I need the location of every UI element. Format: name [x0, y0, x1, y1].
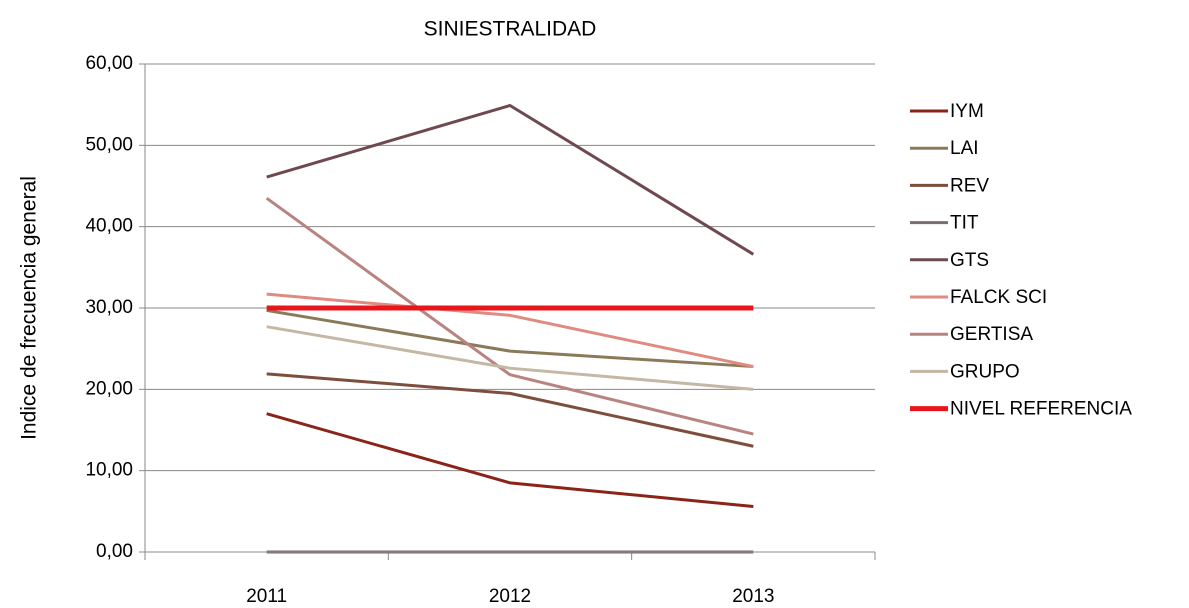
- x-tick-label: 2011: [246, 586, 287, 607]
- series-line: [266, 308, 754, 369]
- legend-label: IYM: [950, 101, 984, 122]
- series-line: [266, 372, 754, 448]
- y-axis-label: Indice de frecuencia general: [18, 176, 41, 440]
- series-line: [266, 103, 755, 256]
- chart-title: SINIESTRALIDAD: [424, 18, 597, 41]
- y-tick-label: 40,00: [85, 216, 133, 237]
- x-tick-label: 2012: [489, 586, 531, 607]
- y-tick-label: 20,00: [85, 378, 133, 399]
- series-line: [266, 292, 754, 369]
- y-tick-label: 10,00: [85, 460, 133, 481]
- y-tick-label: 60,00: [85, 53, 133, 74]
- series-line: [266, 412, 754, 508]
- y-tick-label: 50,00: [85, 134, 133, 155]
- legend-label: GERTISA: [950, 324, 1033, 345]
- legend-label: REV: [950, 175, 989, 196]
- legend-label: NIVEL REFERENCIA: [950, 399, 1132, 420]
- y-tick-label: 30,00: [85, 297, 133, 318]
- legend-label: LAI: [950, 138, 979, 159]
- legend-label: GTS: [950, 250, 989, 271]
- series-line: [266, 325, 754, 391]
- legend-label: GRUPO: [950, 361, 1020, 382]
- y-tick-label: 0,00: [96, 541, 133, 562]
- series-line: [265, 196, 754, 436]
- legend-label: TIT: [950, 213, 979, 234]
- x-tick-label: 2013: [732, 586, 774, 607]
- legend-label: FALCK SCI: [950, 287, 1047, 308]
